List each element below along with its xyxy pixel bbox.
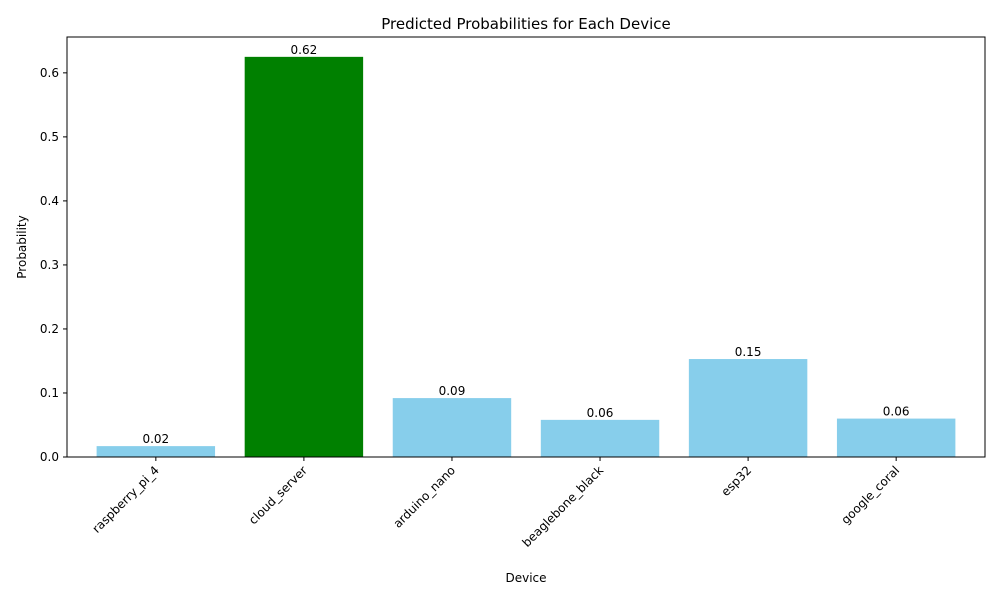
x-tick-label: raspberry_pi_4 <box>89 463 161 535</box>
bar-esp32 <box>688 359 808 457</box>
x-axis: raspberry_pi_4 cloud_server arduino_nano be… <box>89 457 902 550</box>
x-axis-label: Device <box>505 571 546 585</box>
bar-beaglebone_black <box>540 419 660 457</box>
y-axis: 0.0 0.1 0.2 0.3 0.4 0.5 0.6 <box>40 66 67 464</box>
bar-arduino_nano <box>392 398 512 457</box>
y-tick-label: 0.4 <box>40 194 59 208</box>
y-tick-label: 0.2 <box>40 322 59 336</box>
x-tick-label: cloud_server <box>246 463 310 527</box>
bar-cloud_server <box>244 56 364 457</box>
y-tick-label: 0.0 <box>40 450 59 464</box>
x-tick-label: google_coral <box>838 463 902 527</box>
y-tick-label: 0.5 <box>40 130 59 144</box>
bar-value-label: 0.02 <box>142 432 169 446</box>
y-tick-label: 0.6 <box>40 66 59 80</box>
bar-value-label: 0.62 <box>291 43 318 57</box>
bar-value-label: 0.15 <box>735 345 762 359</box>
axes-frame <box>66 36 986 458</box>
y-axis-label: Probability <box>15 215 29 278</box>
y-tick-label: 0.1 <box>40 386 59 400</box>
chart-title: Predicted Probabilities for Each Device <box>381 15 670 33</box>
plot-area: 0.02 0.62 0.09 0.06 0.15 0.06 <box>96 43 956 457</box>
bar-raspberry_pi_4 <box>96 446 216 457</box>
bar-value-label: 0.06 <box>883 405 910 419</box>
x-tick-label: arduino_nano <box>391 463 459 531</box>
x-tick-label: esp32 <box>718 463 754 499</box>
y-tick-label: 0.3 <box>40 258 59 272</box>
bar-value-label: 0.09 <box>439 384 466 398</box>
x-tick-label: beaglebone_black <box>520 463 607 550</box>
bar-google_coral <box>836 418 956 457</box>
bar-value-label: 0.06 <box>587 406 614 420</box>
